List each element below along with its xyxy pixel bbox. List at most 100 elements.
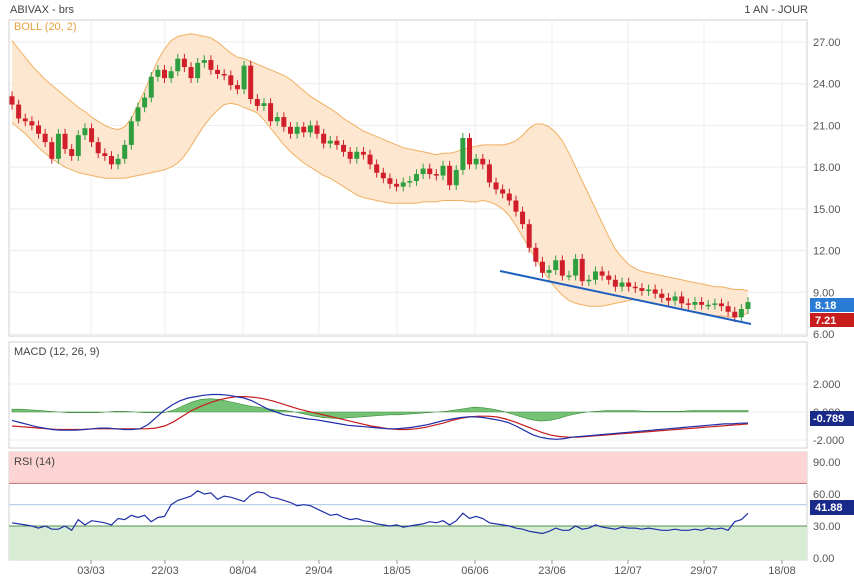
candle-body bbox=[241, 65, 247, 90]
candle-body bbox=[327, 140, 333, 144]
candle-body bbox=[215, 69, 221, 74]
price-y-tick: 15.00 bbox=[813, 204, 841, 216]
macd-histogram bbox=[11, 398, 749, 422]
band-upper-line bbox=[11, 33, 749, 292]
candle-body bbox=[75, 135, 81, 157]
candle-body bbox=[539, 261, 545, 273]
candle-body bbox=[181, 58, 187, 68]
lower-badge: 7.21 bbox=[810, 313, 854, 327]
x-tick-label: 22/03 bbox=[151, 565, 179, 577]
candle-body bbox=[89, 128, 95, 143]
candlesticks bbox=[9, 53, 751, 323]
candle-body bbox=[400, 182, 406, 187]
macd-badge: -0.789 bbox=[810, 411, 854, 426]
x-axis: 03/03 22/03 08/04 29/04 18/05 06/06 23/06 12/07… bbox=[77, 560, 796, 577]
price-y-tick: 6.00 bbox=[813, 329, 834, 341]
candle-body bbox=[646, 289, 652, 292]
x-tick-label: 18/05 bbox=[383, 565, 411, 577]
candle-body bbox=[520, 211, 526, 225]
x-tick-label: 12/07 bbox=[614, 565, 642, 577]
candle-body bbox=[49, 142, 55, 159]
candle-body bbox=[433, 174, 439, 176]
candle-body bbox=[632, 286, 638, 289]
upper-badge-bg bbox=[810, 298, 854, 312]
candle-body bbox=[42, 133, 48, 143]
x-tick-label: 08/04 bbox=[229, 565, 257, 577]
candle-body bbox=[367, 154, 373, 165]
rsi-y-tick: 90.00 bbox=[813, 457, 841, 469]
rsi-badge: 41.88 bbox=[810, 500, 854, 515]
candle-body bbox=[142, 97, 148, 108]
candle-body bbox=[248, 65, 254, 100]
candle-body bbox=[500, 189, 506, 194]
period-label[interactable]: 1 AN - JOUR bbox=[744, 4, 808, 16]
candle-body bbox=[221, 73, 227, 76]
rsi-line bbox=[11, 490, 749, 535]
candle-body bbox=[208, 60, 214, 70]
candle-body bbox=[82, 128, 88, 136]
macd-y-tick: -2.000 bbox=[813, 435, 844, 447]
band-lower-line bbox=[11, 102, 749, 318]
candle-body bbox=[586, 279, 592, 282]
rsi-y-tick: 60.00 bbox=[813, 489, 841, 501]
candle-body bbox=[294, 126, 300, 134]
macd-y-tick: 2.000 bbox=[813, 379, 841, 391]
candle-body bbox=[506, 193, 512, 201]
candle-body bbox=[195, 62, 201, 79]
candle-body bbox=[407, 181, 413, 183]
rsi-y-tick: 30.00 bbox=[813, 521, 841, 533]
x-tick-label: 23/06 bbox=[538, 565, 566, 577]
candle-body bbox=[287, 126, 293, 134]
candle-body bbox=[559, 260, 565, 276]
x-tick-label: 29/04 bbox=[305, 565, 333, 577]
boll-label: BOLL (20, 2) bbox=[14, 21, 77, 33]
macd-badge-bg bbox=[810, 411, 854, 426]
candle-body bbox=[102, 153, 108, 157]
candle-body bbox=[573, 258, 579, 276]
candle-body bbox=[128, 121, 134, 145]
candle-body bbox=[533, 247, 539, 262]
candle-body bbox=[36, 125, 42, 134]
rsi-y-axis: 90.00 60.00 30.00 0.00 bbox=[813, 457, 841, 565]
price-y-tick: 24.00 bbox=[813, 79, 841, 91]
candle-body bbox=[679, 296, 685, 304]
candle-body bbox=[314, 125, 320, 134]
candle-body bbox=[612, 279, 618, 287]
candle-body bbox=[440, 165, 446, 176]
macd-label: MACD (12, 26, 9) bbox=[14, 346, 100, 358]
upper-badge-value: 8.18 bbox=[815, 300, 836, 312]
trendline bbox=[499, 270, 752, 325]
candle-body bbox=[447, 165, 453, 186]
candle-body bbox=[413, 174, 419, 182]
price-y-tick: 18.00 bbox=[813, 162, 841, 174]
candle-body bbox=[606, 275, 612, 280]
candle-body bbox=[453, 169, 459, 186]
upper-badge: 8.18 bbox=[810, 298, 854, 312]
candle-body bbox=[69, 149, 75, 157]
candle-body bbox=[480, 158, 486, 165]
candle-body bbox=[659, 293, 665, 298]
rsi-y-tick: 0.00 bbox=[813, 553, 834, 565]
candle-body bbox=[626, 282, 632, 287]
candle-body bbox=[201, 60, 207, 63]
candle-body bbox=[745, 302, 751, 309]
candle-body bbox=[394, 183, 400, 187]
candle-body bbox=[427, 168, 433, 175]
lower-badge-value: 7.21 bbox=[815, 315, 836, 327]
candle-body bbox=[619, 282, 625, 287]
candle-body bbox=[168, 71, 174, 79]
candle-body bbox=[360, 151, 366, 155]
x-tick-label: 03/03 bbox=[77, 565, 105, 577]
macd-badge-value: -0.789 bbox=[813, 413, 844, 425]
candle-body bbox=[592, 271, 598, 280]
candle-body bbox=[599, 271, 605, 276]
candle-body bbox=[307, 125, 313, 133]
candle-body bbox=[553, 260, 559, 271]
candle-body bbox=[486, 164, 492, 183]
price-y-tick: 12.00 bbox=[813, 246, 841, 258]
candle-body bbox=[115, 158, 121, 165]
candle-body bbox=[639, 288, 645, 291]
candle-body bbox=[9, 96, 15, 105]
candle-body bbox=[175, 58, 181, 72]
candle-body bbox=[261, 103, 267, 106]
